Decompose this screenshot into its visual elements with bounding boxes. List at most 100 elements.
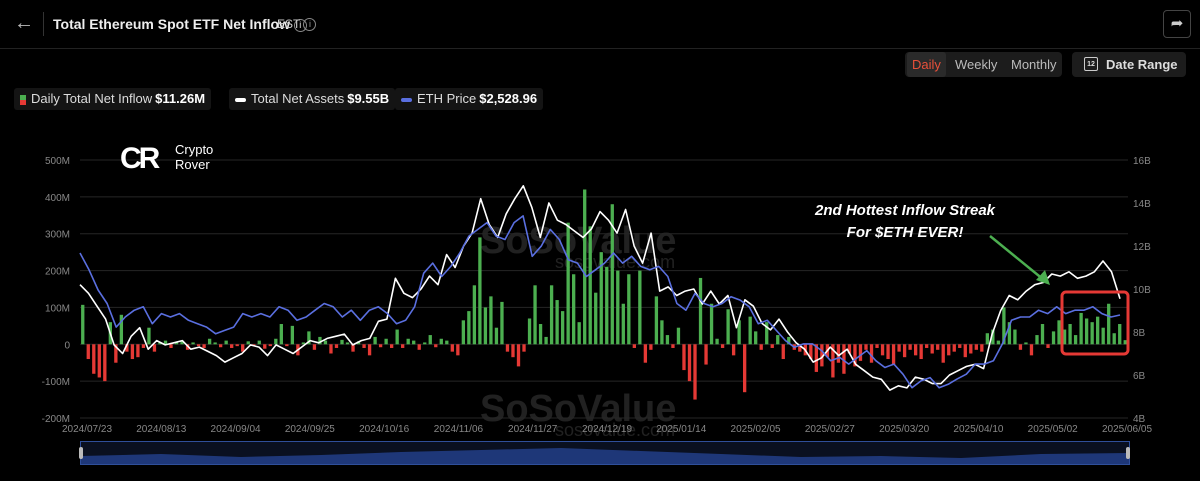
inflow-bar [483, 307, 488, 345]
inflow-bar [461, 320, 466, 345]
period-weekly-button[interactable]: Weekly [955, 57, 998, 72]
inflow-bar [627, 274, 631, 345]
inflow-bar [836, 344, 841, 363]
inflow-bar [875, 344, 879, 348]
inflow-bar [152, 344, 157, 352]
legend-assets-value: $9.55B [347, 91, 390, 106]
legend-assets-label: Total Net Assets [251, 91, 345, 106]
inflow-bar [787, 336, 791, 345]
inflow-bar [1096, 316, 1100, 345]
inflow-bar [307, 331, 311, 345]
logo-line1: Crypto [175, 142, 214, 157]
inflow-bar [781, 344, 785, 360]
inflow-bar [798, 344, 802, 352]
inflow-bar [202, 344, 206, 348]
inflow-bar [566, 222, 570, 345]
eth-price-line [79, 215, 1121, 389]
logo-line2: Rover [175, 157, 210, 172]
inflow-bar [930, 344, 934, 354]
inflow-bar [417, 344, 421, 350]
y-left-tick-label: 400M [45, 193, 70, 204]
inflow-bar [616, 270, 620, 345]
inflow-bar [1007, 322, 1012, 345]
inflow-bar [742, 344, 747, 393]
y-left-tick-label: 0 [64, 340, 70, 351]
inflow-bar [136, 344, 140, 358]
range-scrollbar[interactable] [79, 441, 1130, 465]
inflow-bar [1084, 318, 1089, 345]
inflow-bar [952, 344, 956, 352]
inflow-bar [919, 344, 923, 360]
legend-eth-price[interactable]: ETH Price $2,528.96 [395, 88, 544, 110]
inflow-bar [527, 318, 532, 345]
inflow-bar [864, 344, 868, 350]
share-icon[interactable]: ➦ [1163, 10, 1191, 38]
timezone-info-icon[interactable]: i [303, 18, 317, 32]
y-right-tick-label: 16B [1133, 156, 1151, 167]
inflow-bar [891, 344, 896, 365]
inflow-bar [158, 342, 162, 345]
inflow-bar [378, 344, 383, 348]
scrollbar-right-handle[interactable] [1126, 447, 1130, 459]
x-tick-label: 2025/05/02 [1028, 424, 1078, 435]
date-range-button[interactable]: 12 Date Range [1072, 52, 1186, 77]
inflow-bar [456, 344, 460, 356]
timezone-text: EST [277, 17, 301, 31]
legend-inflow[interactable]: Daily Total Net Inflow $11.26M [14, 88, 212, 110]
inflow-bar [511, 344, 515, 358]
inflow-bar [996, 340, 1001, 345]
inflow-bar [489, 296, 493, 345]
inflow-bar [213, 342, 217, 345]
header-bar: ← Total Ethereum Spot ETF Net Inflow i E… [0, 0, 1200, 49]
inflow-bar [814, 344, 819, 372]
inflow-bar [351, 344, 355, 352]
legend-price-label: ETH Price [417, 91, 477, 106]
annotation-arrowhead [1036, 270, 1050, 285]
inflow-bar [991, 329, 995, 345]
x-tick-label: 2024/08/13 [136, 424, 186, 435]
period-daily-button[interactable]: Daily [907, 52, 946, 77]
legend-assets[interactable]: Total Net Assets $9.55B [229, 88, 396, 110]
inflow-bar [478, 237, 482, 345]
inflow-bar [290, 325, 295, 345]
inflow-bar [312, 344, 317, 350]
inflow-bar [141, 344, 146, 348]
scrollbar-left-handle[interactable] [79, 447, 83, 459]
arrow-left-icon[interactable]: ← [14, 12, 34, 34]
inflow-bar [544, 336, 548, 345]
inflow-bar [1013, 329, 1017, 345]
inflow-bar [820, 344, 824, 367]
x-tick-label: 2025/02/27 [805, 424, 855, 435]
inflow-bar [572, 274, 576, 345]
y-right-tick-label: 10B [1133, 285, 1151, 296]
inflow-bar [1079, 312, 1083, 345]
y-right-tick-label: 14B [1133, 199, 1151, 210]
inflow-bar [505, 344, 510, 352]
inflow-bar [230, 344, 234, 348]
annotation-line2: For $ETH EVER! [846, 224, 964, 241]
inflow-bar [671, 344, 675, 348]
inflow-bar [384, 338, 388, 345]
inflow-bar [345, 342, 350, 345]
inflow-bar [235, 344, 239, 347]
x-tick-label: 2024/11/27 [508, 424, 558, 435]
watermark-url-bottom: sosovalue.com [555, 420, 676, 440]
inflow-bar [1018, 344, 1023, 350]
inflow-bar [853, 344, 857, 367]
inflow-bar [654, 296, 659, 345]
inflow-bar [842, 344, 846, 374]
inflow-bar [1068, 324, 1072, 345]
inflow-bar [401, 344, 405, 348]
inflow-bar [329, 344, 333, 354]
inflow-bar [207, 338, 212, 345]
y-right-tick-label: 8B [1133, 328, 1146, 339]
inflow-bar [980, 344, 984, 352]
inflow-bar [831, 344, 835, 378]
inflow-bar [246, 341, 250, 345]
inflow-bar [268, 344, 272, 347]
inflow-bar [720, 344, 725, 348]
inflow-bar [676, 327, 681, 345]
period-monthly-button[interactable]: Monthly [1011, 57, 1057, 72]
inflow-bar [985, 333, 990, 345]
